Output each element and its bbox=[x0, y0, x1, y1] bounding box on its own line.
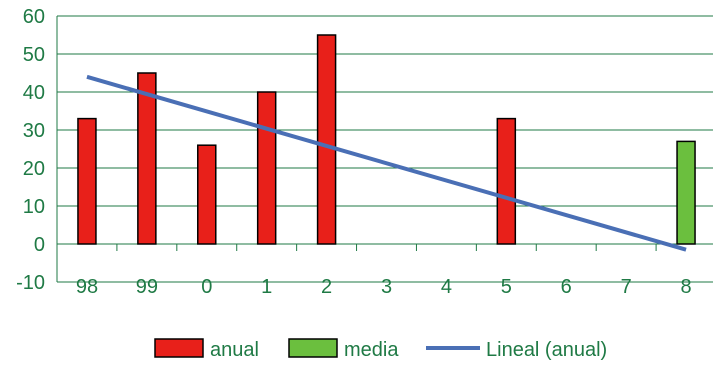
bar-anual-99 bbox=[137, 72, 157, 245]
x-tick-label: 6 bbox=[561, 276, 572, 298]
x-tick-label: 3 bbox=[381, 276, 392, 298]
y-tick-label: 50 bbox=[23, 44, 45, 66]
legend: anual media Lineal (anual) bbox=[154, 338, 607, 361]
bar-anual-2 bbox=[316, 34, 337, 245]
x-tick-label: 2 bbox=[321, 276, 332, 298]
x-tick-label: 98 bbox=[76, 276, 98, 298]
bar-anual-1 bbox=[256, 91, 277, 245]
y-tick-label: 20 bbox=[23, 158, 45, 180]
y-tick-label: 40 bbox=[23, 82, 45, 104]
y-axis-ticks: -10 0 10 20 30 40 50 60 bbox=[16, 6, 45, 294]
y-tick-label: 10 bbox=[23, 196, 45, 218]
bar-anual-5 bbox=[496, 117, 517, 245]
x-tick-label: 99 bbox=[136, 276, 158, 298]
legend-label-media: media bbox=[344, 339, 399, 361]
x-tick-label: 8 bbox=[680, 276, 691, 298]
bar-anual-98 bbox=[77, 117, 97, 245]
y-tick-label: -10 bbox=[16, 272, 45, 294]
legend-label-anual: anual bbox=[210, 339, 259, 361]
bars bbox=[77, 34, 696, 245]
grid bbox=[56, 15, 713, 283]
bar-media-8 bbox=[676, 140, 696, 245]
x-tick-label: 4 bbox=[441, 276, 452, 298]
trendline bbox=[86, 74, 687, 252]
legend-swatch-media bbox=[288, 338, 338, 358]
x-tick-label: 1 bbox=[261, 276, 272, 298]
x-tick-label: 7 bbox=[621, 276, 632, 298]
trendline-layer bbox=[86, 74, 687, 252]
y-tick-label: 60 bbox=[23, 6, 45, 28]
y-tick-label: 0 bbox=[34, 234, 45, 256]
x-tick-label: 0 bbox=[201, 276, 212, 298]
x-axis-ticks: 98 99 0 1 2 3 4 5 6 7 8 bbox=[76, 276, 692, 298]
legend-label-trendline: Lineal (anual) bbox=[486, 339, 607, 361]
y-tick-label: 30 bbox=[23, 120, 45, 142]
legend-swatch-anual bbox=[154, 338, 204, 358]
bar-anual-0 bbox=[197, 144, 217, 245]
x-tick-label: 5 bbox=[501, 276, 512, 298]
